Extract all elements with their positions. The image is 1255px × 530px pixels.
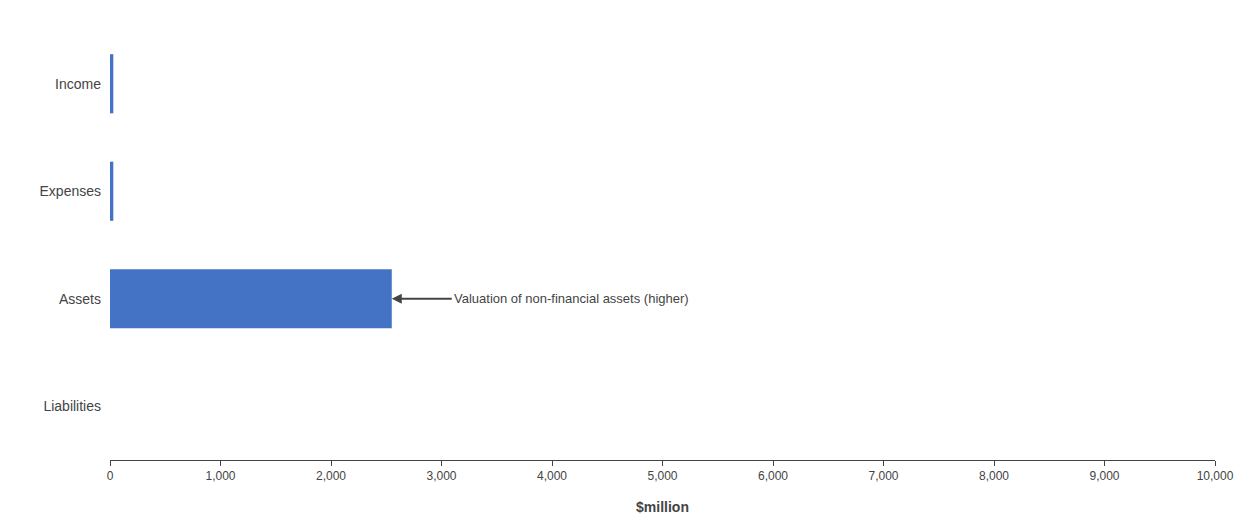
svg-text:8,000: 8,000 (979, 469, 1009, 483)
svg-text:4,000: 4,000 (537, 469, 567, 483)
svg-text:2,000: 2,000 (316, 469, 346, 483)
svg-text:0: 0 (107, 469, 114, 483)
svg-text:Expenses: Expenses (40, 183, 101, 199)
svg-text:Valuation of non-financial ass: Valuation of non-financial assets (highe… (454, 291, 689, 306)
svg-text:1,000: 1,000 (205, 469, 235, 483)
svg-text:6,000: 6,000 (758, 469, 788, 483)
svg-text:Income: Income (55, 76, 101, 92)
svg-text:Assets: Assets (59, 291, 101, 307)
svg-text:10,000: 10,000 (1197, 469, 1234, 483)
svg-text:Liabilities: Liabilities (43, 398, 101, 414)
svg-text:5,000: 5,000 (647, 469, 677, 483)
svg-text:9,000: 9,000 (1089, 469, 1119, 483)
svg-text:3,000: 3,000 (426, 469, 456, 483)
svg-text:$million: $million (636, 499, 689, 515)
svg-text:7,000: 7,000 (868, 469, 898, 483)
